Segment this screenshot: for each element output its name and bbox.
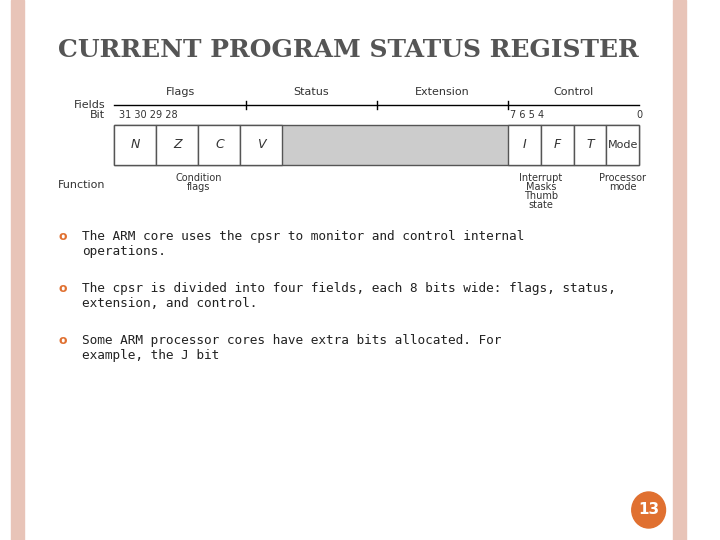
Text: 7 6 5 4: 7 6 5 4: [510, 110, 544, 120]
Text: Masks: Masks: [526, 182, 556, 192]
Text: V: V: [257, 138, 266, 152]
Bar: [541, 125, 574, 165]
Text: Processor: Processor: [599, 173, 647, 183]
Bar: [574, 125, 606, 165]
Text: Control: Control: [554, 87, 594, 97]
Text: flags: flags: [186, 182, 210, 192]
Text: o: o: [58, 282, 67, 295]
Text: state: state: [528, 200, 553, 210]
Text: Status: Status: [294, 87, 329, 97]
Bar: [114, 125, 639, 165]
Bar: [240, 125, 282, 165]
Circle shape: [631, 492, 665, 528]
Text: C: C: [215, 138, 224, 152]
Text: Mode: Mode: [608, 140, 638, 150]
Bar: [12, 0, 24, 540]
Bar: [156, 125, 199, 165]
Text: Z: Z: [173, 138, 181, 152]
Text: The cpsr is divided into four fields, each 8 bits wide: flags, status,
extension: The cpsr is divided into four fields, ea…: [81, 282, 616, 310]
Bar: [199, 125, 240, 165]
Bar: [673, 0, 686, 540]
Text: CURRENT PROGRAM STATUS REGISTER: CURRENT PROGRAM STATUS REGISTER: [58, 38, 639, 62]
Text: Condition: Condition: [175, 173, 222, 183]
Text: 0: 0: [636, 110, 642, 120]
Text: F: F: [554, 138, 561, 152]
Text: I: I: [523, 138, 526, 152]
Text: 13: 13: [638, 503, 660, 517]
Text: Interrupt: Interrupt: [519, 173, 562, 183]
Text: 31 30 29 28: 31 30 29 28: [119, 110, 178, 120]
Text: o: o: [58, 334, 67, 347]
Text: Fields: Fields: [73, 100, 105, 110]
Text: Function: Function: [58, 180, 105, 190]
Text: T: T: [586, 138, 594, 152]
Text: Flags: Flags: [166, 87, 194, 97]
Text: mode: mode: [609, 182, 636, 192]
Text: N: N: [131, 138, 140, 152]
Text: Bit: Bit: [90, 110, 105, 120]
Text: o: o: [58, 230, 67, 243]
Text: Some ARM processor cores have extra bits allocated. For
example, the J bit: Some ARM processor cores have extra bits…: [81, 334, 501, 362]
Text: Thumb: Thumb: [524, 191, 558, 201]
Bar: [508, 125, 541, 165]
Text: The ARM core uses the cpsr to monitor and control internal
operations.: The ARM core uses the cpsr to monitor an…: [81, 230, 524, 258]
Bar: [114, 125, 156, 165]
Text: Extension: Extension: [415, 87, 470, 97]
Bar: [606, 125, 639, 165]
